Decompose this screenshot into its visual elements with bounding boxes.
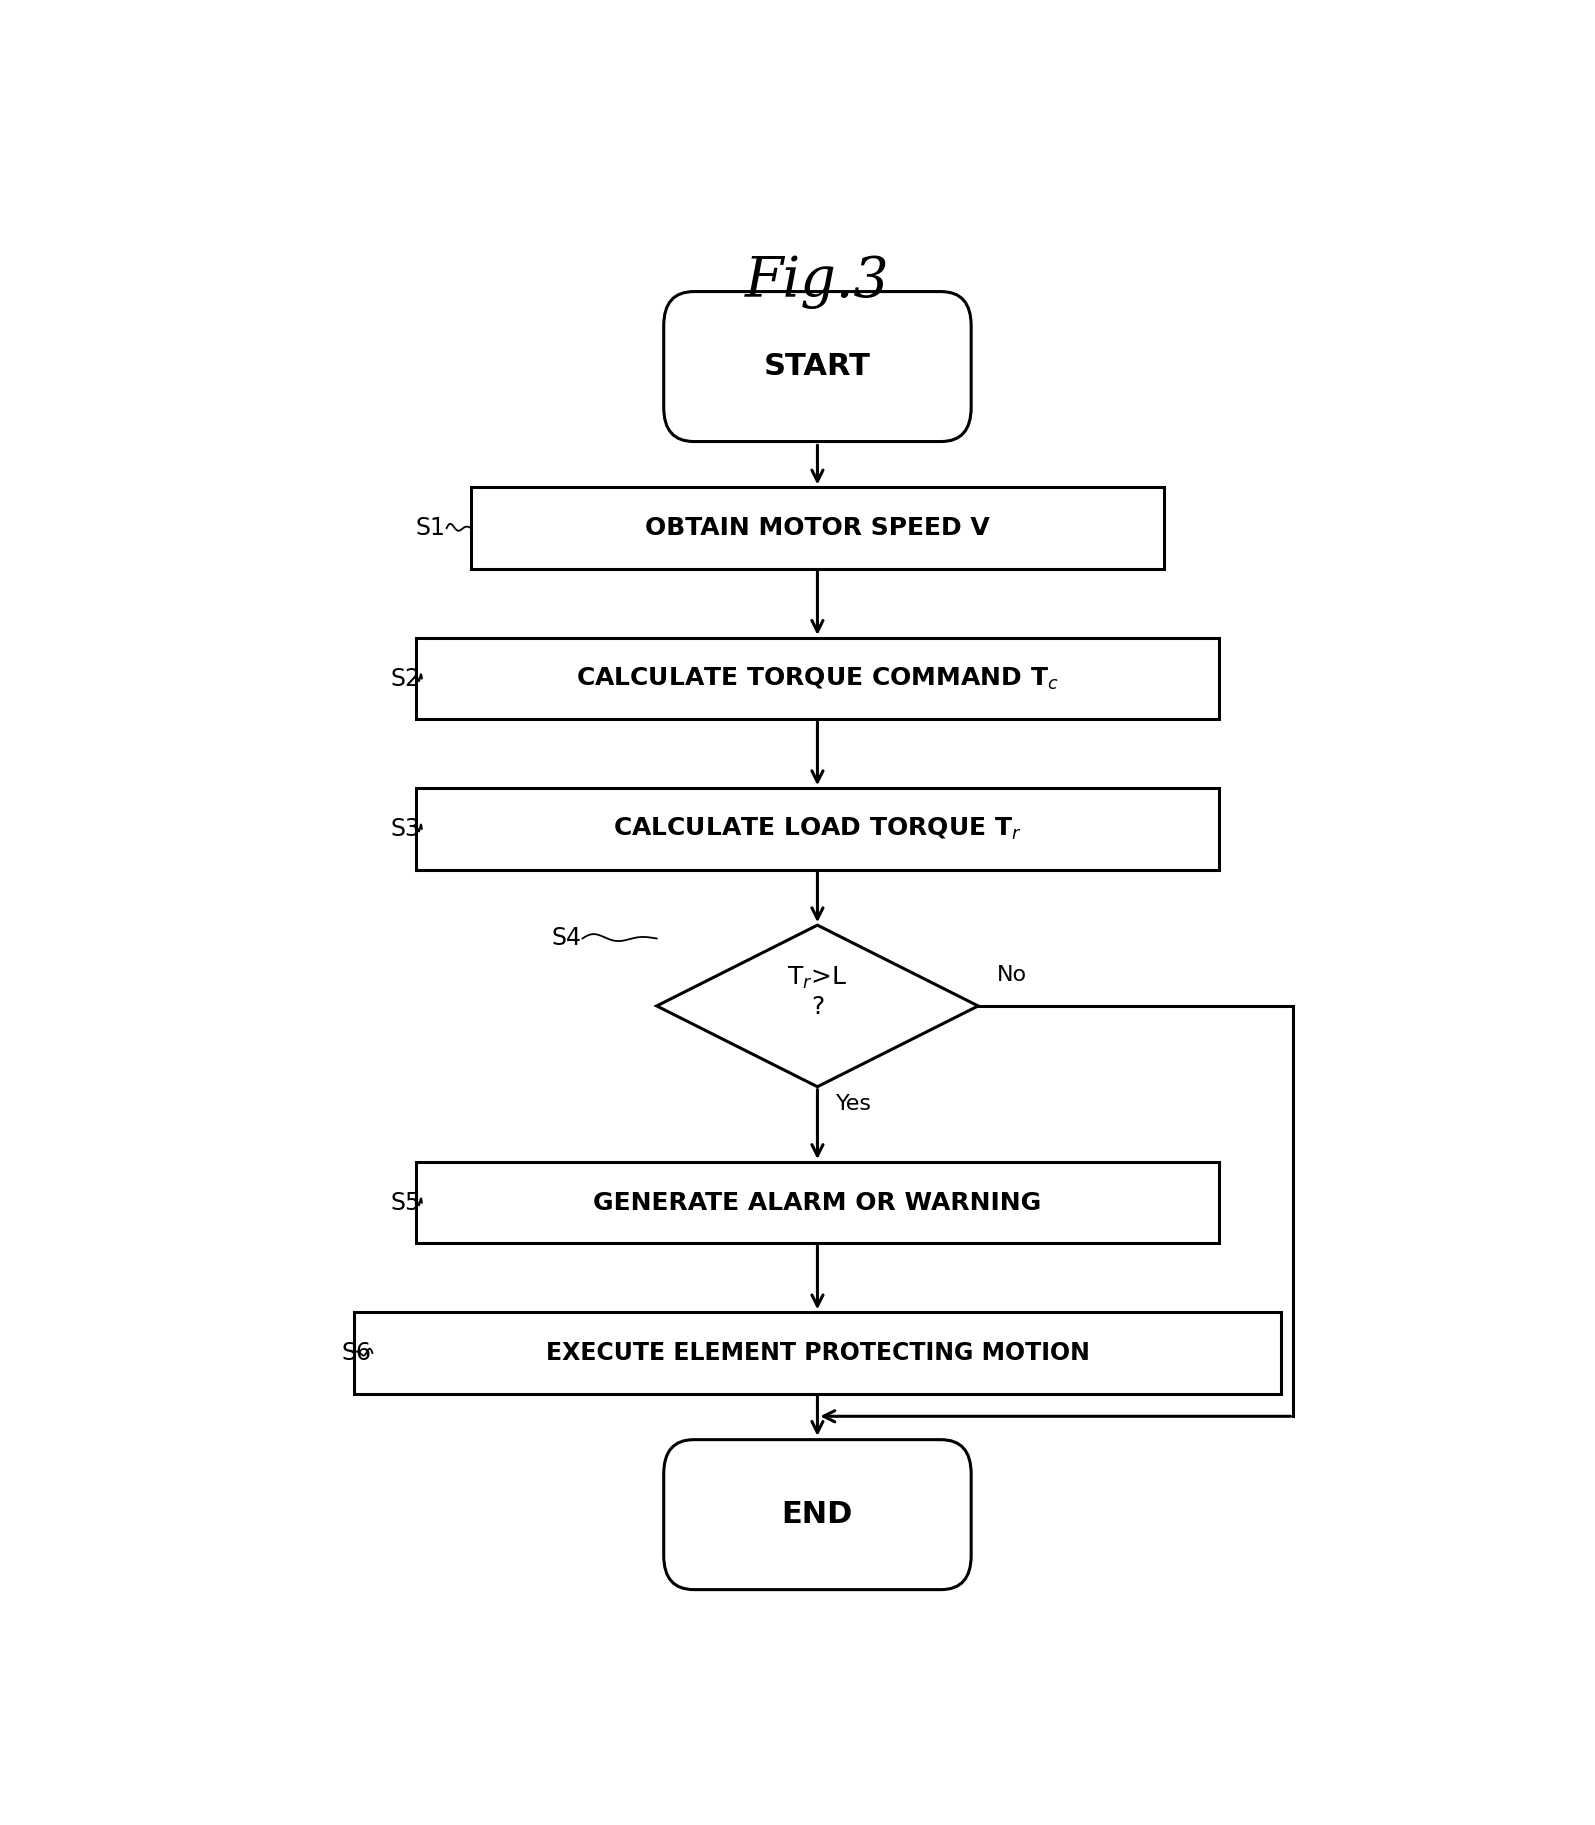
Text: Fig.3: Fig.3 [745, 254, 890, 308]
Text: T$_r$>L
?: T$_r$>L ? [788, 965, 847, 1018]
Text: CALCULATE LOAD TORQUE T$_r$: CALCULATE LOAD TORQUE T$_r$ [612, 816, 1022, 841]
Text: S5: S5 [391, 1190, 421, 1215]
Text: S4: S4 [552, 927, 582, 951]
FancyBboxPatch shape [354, 1312, 1281, 1394]
Text: START: START [764, 352, 871, 381]
Text: S3: S3 [391, 818, 421, 841]
FancyBboxPatch shape [664, 292, 971, 442]
FancyBboxPatch shape [416, 637, 1219, 719]
FancyBboxPatch shape [472, 487, 1164, 569]
Text: OBTAIN MOTOR SPEED V: OBTAIN MOTOR SPEED V [644, 516, 990, 540]
FancyBboxPatch shape [416, 788, 1219, 871]
FancyBboxPatch shape [416, 1163, 1219, 1243]
Text: END: END [782, 1500, 853, 1529]
Text: Yes: Yes [836, 1093, 872, 1113]
Text: S2: S2 [391, 666, 421, 690]
Text: S1: S1 [416, 516, 445, 540]
FancyBboxPatch shape [664, 1440, 971, 1590]
Text: No: No [997, 965, 1027, 986]
Text: S6: S6 [341, 1341, 372, 1365]
Polygon shape [657, 925, 978, 1086]
Text: EXECUTE ELEMENT PROTECTING MOTION: EXECUTE ELEMENT PROTECTING MOTION [545, 1341, 1089, 1365]
Text: GENERATE ALARM OR WARNING: GENERATE ALARM OR WARNING [593, 1190, 1042, 1215]
Text: CALCULATE TORQUE COMMAND T$_c$: CALCULATE TORQUE COMMAND T$_c$ [576, 666, 1059, 692]
